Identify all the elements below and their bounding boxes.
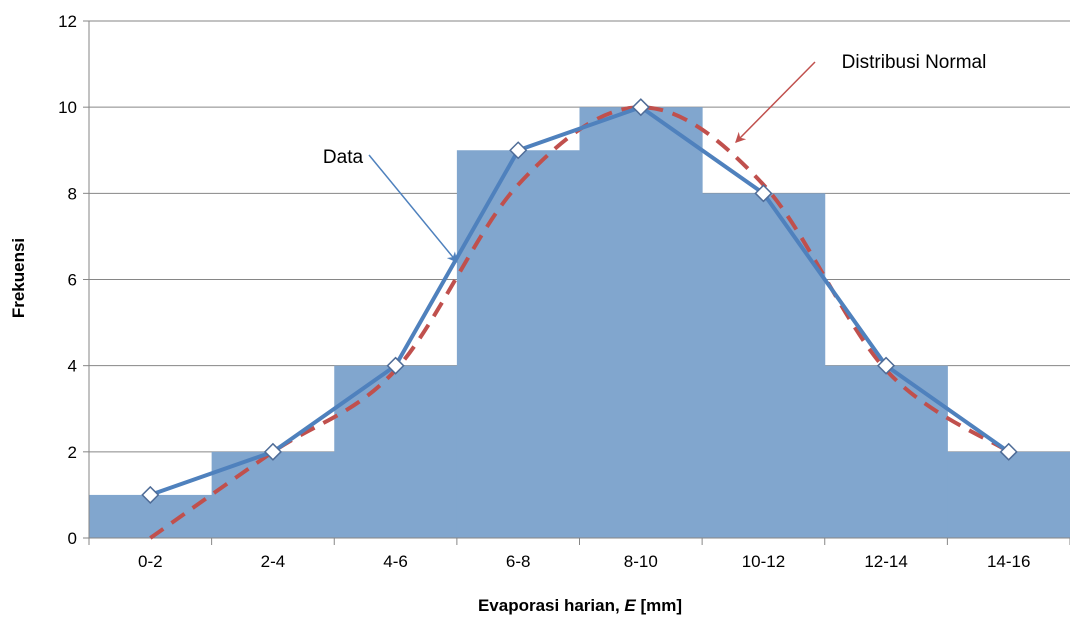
x-axis-title-unit: [mm] [636,596,682,615]
x-axis-title: Evaporasi harian, E [mm] [478,596,682,615]
x-tick-label-2-4: 2-4 [261,552,286,571]
y-tick-label-12: 12 [58,12,77,31]
x-axis-title-variable: E [624,596,636,615]
annotation-normal-arrow [735,61,816,143]
y-tick-label-2: 2 [68,443,77,462]
x-tick-label-4-6: 4-6 [383,552,408,571]
x-tick-label-10-12: 10-12 [742,552,785,571]
y-tick-labels: 0 2 4 6 8 10 12 [58,12,77,548]
data-line [149,105,1010,497]
data-marker-8-10 [631,98,650,117]
x-tick-label-12-14: 12-14 [864,552,907,571]
y-axis-title: Frekuensi [9,238,28,318]
x-tick-label-8-10: 8-10 [624,552,658,571]
x-tick-label-6-8: 6-8 [506,552,531,571]
y-tick-label-8: 8 [68,184,77,203]
bar-8-10 [579,107,703,539]
data-markers [141,98,1018,504]
data-marker-4-6 [386,356,405,375]
y-tick-label-6: 6 [68,271,77,290]
y-tick-label-10: 10 [58,98,77,117]
histogram-bars [89,107,1070,539]
annotations: Data Distribusi Normal [323,52,987,263]
annotation-data-label: Data [323,147,364,168]
bar-6-8 [456,150,580,538]
data-marker-12-14 [877,356,896,375]
y-tick-label-4: 4 [68,357,77,376]
bar-12-14 [824,365,948,538]
data-marker-2-4 [263,442,282,461]
data-marker-6-8 [509,141,528,160]
bar-2-4 [211,451,335,538]
data-marker-10-12 [754,184,773,203]
x-tick-label-0-2: 0-2 [138,552,163,571]
annotation-data-arrow [368,154,458,263]
axes [83,20,1070,545]
data-polyline [149,105,1010,497]
data-marker-14-16 [999,442,1018,461]
data-marker-0-2 [141,485,160,504]
y-tick-label-0: 0 [68,529,77,548]
x-axis-title-main: Evaporasi harian, [478,596,624,615]
annotation-normal-label: Distribusi Normal [842,52,987,73]
bar-14-16 [947,451,1070,538]
x-tick-labels: 0-2 2-4 4-6 6-8 8-10 10-12 12-14 14-16 [138,552,1030,571]
bar-4-6 [334,365,458,538]
x-tick-label-14-16: 14-16 [987,552,1030,571]
